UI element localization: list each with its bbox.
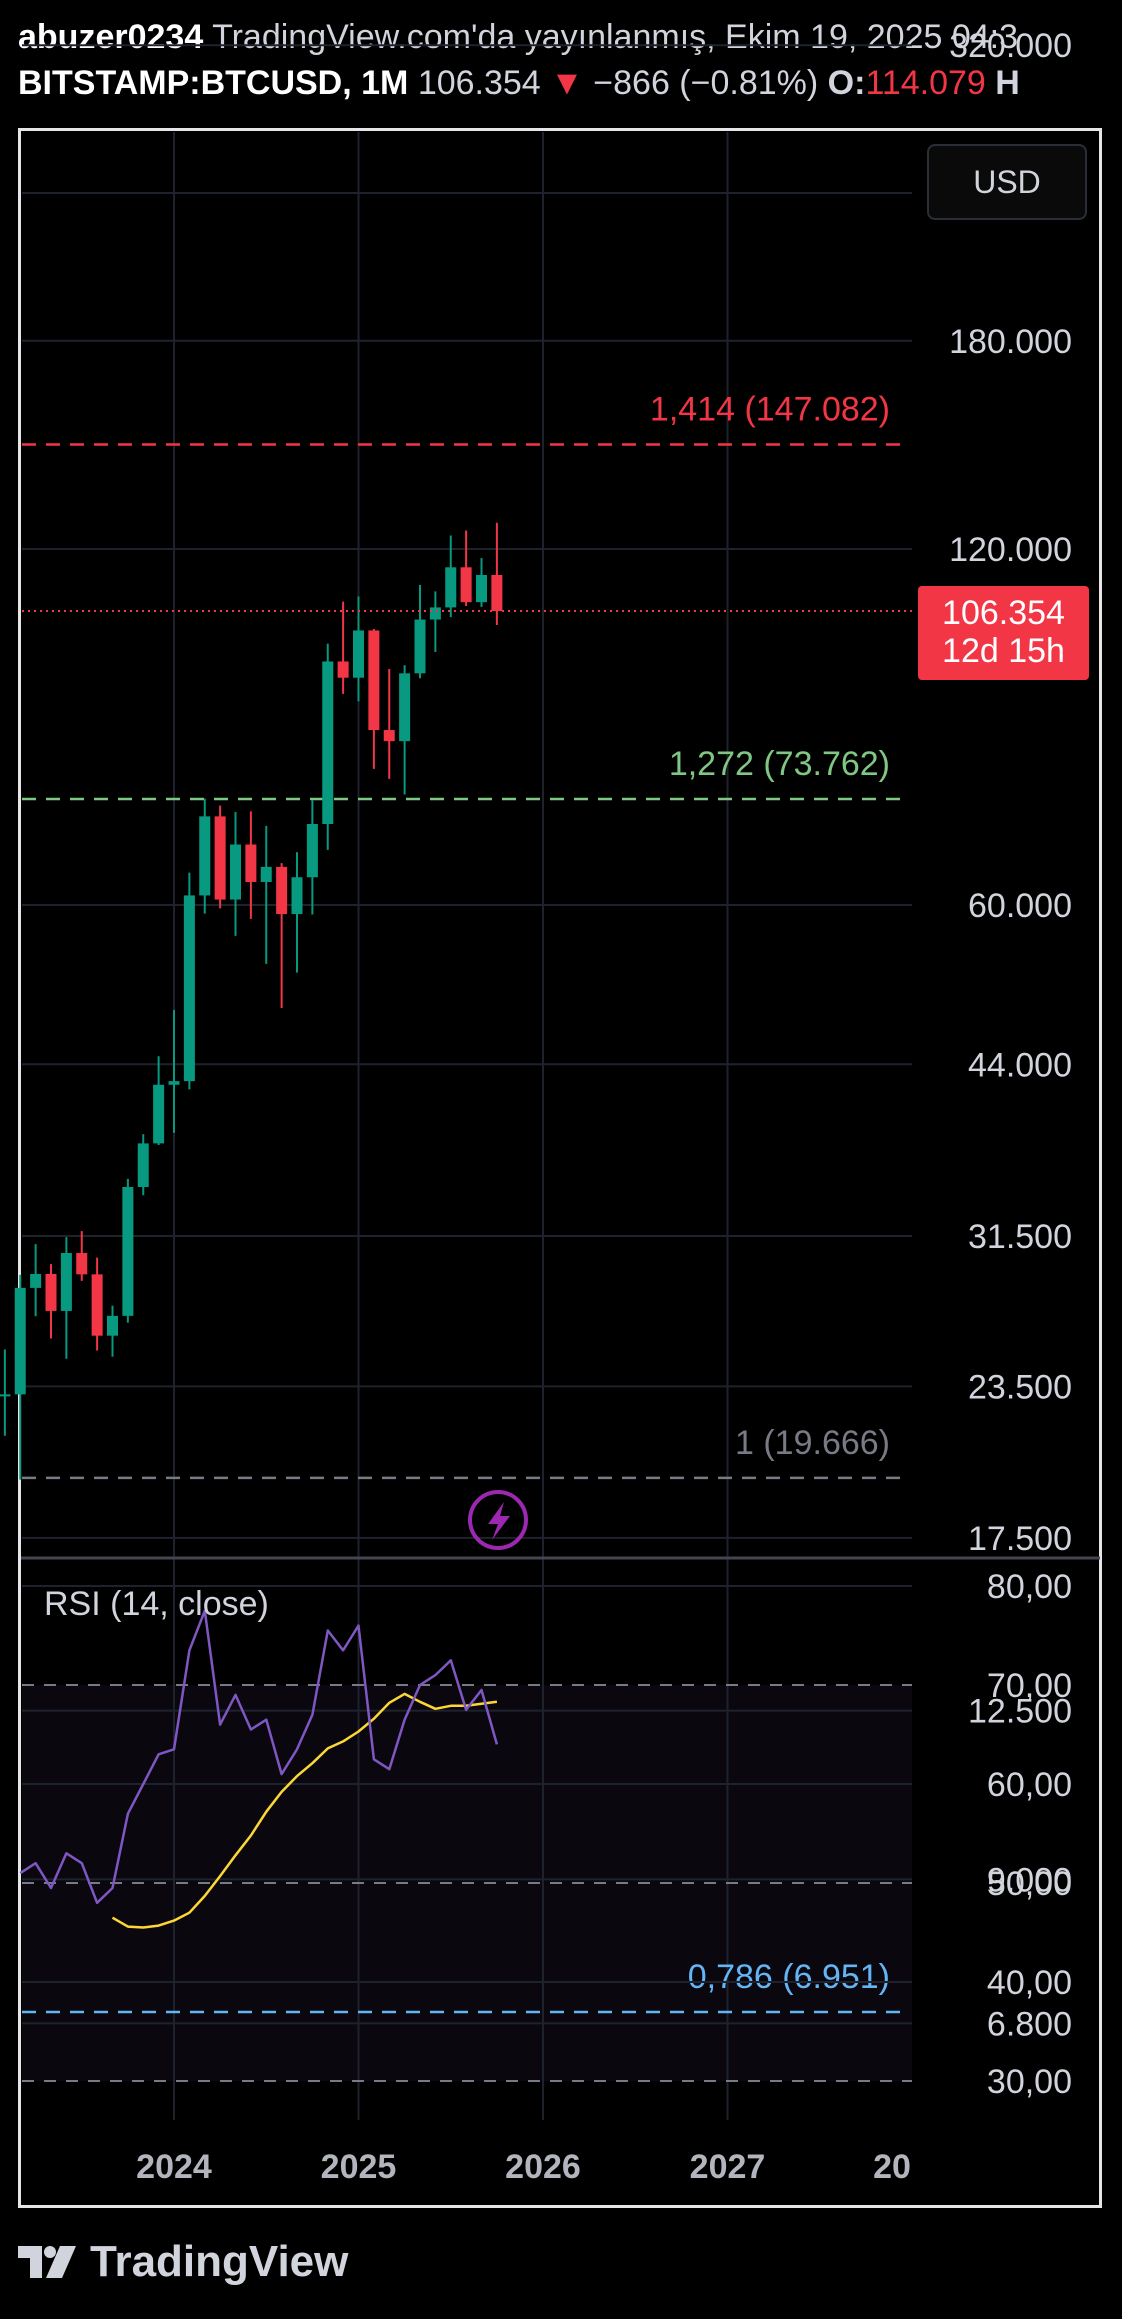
tradingview-logo[interactable]: TradingView: [16, 2232, 348, 2292]
open-value: 114.079: [865, 64, 986, 102]
candle-body: [153, 1084, 165, 1144]
candle-body: [491, 574, 503, 611]
price-axis-label: 17.500: [968, 1520, 1072, 1558]
high-label: H: [995, 64, 1020, 102]
price-axis-label: 12.500: [968, 1693, 1072, 1731]
price-axis-label: 60.000: [968, 887, 1072, 925]
candle-body: [91, 1274, 103, 1336]
candle-body: [183, 895, 195, 1082]
rsi-title[interactable]: RSI (14, close): [44, 1585, 269, 1623]
rsi-axis-label: 40,00: [987, 1964, 1072, 2002]
candle-body: [276, 866, 288, 915]
price-axis-label: 44.000: [968, 1046, 1072, 1084]
candle-body: [476, 574, 487, 603]
open-label: O:: [827, 64, 866, 102]
time-axis-label: 2027: [690, 2148, 766, 2186]
candle-body: [214, 816, 226, 900]
candle-countdown: 12d 15h: [942, 632, 1065, 670]
price-axis-label: 9.000: [987, 1861, 1072, 1899]
rsi-line: [19, 1609, 499, 1905]
candle-body: [414, 619, 426, 674]
candlestick-series: [0, 522, 503, 1480]
candle-body: [30, 1274, 42, 1288]
candle-body: [45, 1274, 57, 1311]
price-axis-label: 31.500: [968, 1218, 1072, 1256]
candle-body: [137, 1143, 149, 1187]
rsi-moving-average-line: [111, 1692, 498, 1929]
candle-body: [353, 630, 364, 678]
chart-frame: [18, 128, 1102, 2208]
fib-level-label: 1,414 (147.082): [650, 390, 890, 428]
candle-body: [76, 1253, 88, 1275]
last-price-tag: 106.354 12d 15h: [918, 586, 1089, 680]
fib-level-label: 1 (19.666): [735, 1424, 890, 1462]
candle-body: [107, 1315, 118, 1336]
rsi-axis-label: 80,00: [987, 1568, 1072, 1606]
candle-body: [199, 816, 211, 896]
chart-header: abuzer0234 TradingView.com'da yayınlanmı…: [18, 14, 1122, 106]
publish-info: TradingView.com'da yayınlanmış, Ekim 19,…: [212, 18, 1019, 56]
rsi-lines: [22, 1585, 912, 2082]
price-axis-label: 320.000: [949, 27, 1072, 65]
price-axis-label: 23.500: [968, 1368, 1072, 1406]
price-axis-label: 120.000: [949, 531, 1072, 569]
candle-body: [168, 1081, 180, 1085]
author-name[interactable]: abuzer0234: [18, 18, 204, 56]
candle-body: [245, 844, 257, 882]
symbol-name[interactable]: BITSTAMP:BTCUSD, 1M: [18, 64, 409, 102]
price-change: −866 (−0.81%): [593, 64, 819, 102]
candle-body: [445, 567, 457, 608]
candle-body: [122, 1186, 134, 1316]
fib-level-label: 0,786 (6.951): [688, 1958, 890, 1996]
candle-body: [306, 823, 318, 878]
price-axis-label: 180.000: [949, 323, 1072, 361]
publish-line: abuzer0234 TradingView.com'da yayınlanmı…: [18, 14, 1122, 60]
candle-body: [0, 1394, 11, 1397]
tradingview-logo-icon: [18, 2246, 76, 2278]
rsi-axis-label: 60,00: [987, 1766, 1072, 1804]
rsi-axis-label: 50,00: [987, 1865, 1072, 1903]
candle-body: [322, 661, 334, 824]
time-axis-label: 2026: [505, 2148, 581, 2186]
candle-body: [230, 844, 241, 900]
rsi-axis-label: 30,00: [987, 2063, 1072, 2101]
fibonacci-levels: 1,618 (396.413)1,414 (147.082)1,272 (73.…: [22, 390, 905, 2014]
time-axis-label: 2025: [321, 2148, 397, 2186]
rsi-series: [19, 1609, 499, 1929]
price-axis-label: 6.800: [987, 2005, 1072, 2043]
down-arrow-icon: ▼: [550, 64, 584, 102]
candle-body: [14, 1287, 26, 1395]
time-axis-label: 20: [873, 2148, 911, 2186]
candle-body: [260, 866, 272, 882]
symbol-line: BITSTAMP:BTCUSD, 1M 106.354 ▼ −866 (−0.8…: [18, 60, 1122, 106]
rsi-axis-label: 70,00: [987, 1667, 1072, 1705]
currency-button[interactable]: USD: [927, 144, 1087, 220]
candle-body: [429, 607, 441, 620]
candle-body: [383, 730, 395, 742]
candle-body: [60, 1253, 72, 1311]
fib-level-label: 1,272 (73.762): [669, 745, 890, 783]
candle-body: [368, 630, 380, 731]
lightning-icon[interactable]: [468, 1490, 528, 1550]
tradingview-wordmark: TradingView: [90, 2237, 349, 2286]
candle-body: [399, 673, 411, 742]
time-axis-label: 2024: [136, 2148, 212, 2186]
last-price-label: 106.354: [942, 594, 1065, 632]
candle-body: [460, 567, 472, 603]
candle-body: [337, 661, 349, 678]
candle-body: [291, 877, 303, 915]
last-price: 106.354: [417, 64, 541, 102]
